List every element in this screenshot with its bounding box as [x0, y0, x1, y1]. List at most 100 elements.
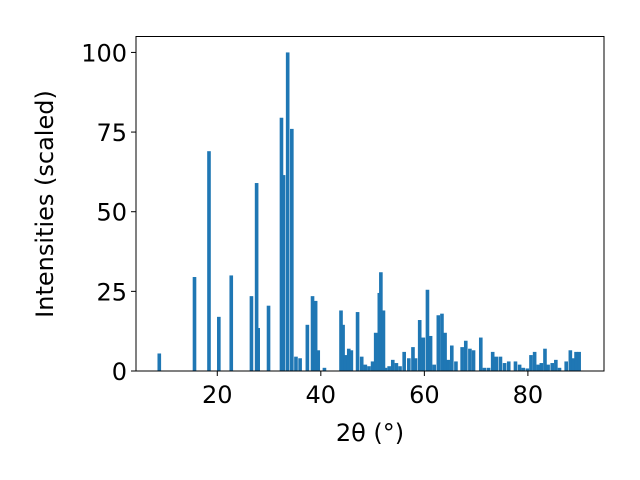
bar — [249, 296, 254, 371]
bar — [207, 151, 211, 371]
bar — [539, 363, 544, 371]
bar — [440, 313, 444, 371]
bar — [436, 315, 441, 371]
y-axis-ticks: 0 25 50 75 100 — [81, 39, 136, 386]
bar — [363, 364, 368, 371]
bar — [355, 312, 360, 371]
bar — [313, 300, 318, 371]
bar — [536, 364, 541, 371]
bar — [402, 351, 406, 371]
bar — [370, 361, 375, 371]
bar — [482, 367, 487, 371]
bar — [192, 277, 197, 371]
y-tick-label: 0 — [112, 358, 127, 386]
bar — [398, 366, 402, 371]
bar — [443, 332, 447, 371]
x-tick-label: 80 — [513, 381, 544, 409]
bar — [394, 363, 399, 371]
bar — [525, 368, 530, 371]
bar — [411, 347, 415, 371]
bar — [428, 335, 433, 371]
bar — [478, 337, 483, 371]
bar — [346, 348, 351, 371]
bar — [564, 361, 569, 371]
bar — [554, 359, 558, 371]
bar — [546, 364, 550, 371]
y-tick-label: 75 — [96, 119, 127, 147]
bar — [343, 355, 348, 371]
bar — [383, 367, 388, 371]
bar — [390, 359, 395, 371]
x-axis-title: 2θ (°) — [336, 419, 404, 447]
x-tick-label: 40 — [306, 381, 337, 409]
bar — [490, 351, 495, 371]
bar — [463, 340, 468, 371]
bar — [359, 356, 364, 371]
bar — [574, 351, 578, 371]
bar — [341, 324, 345, 371]
bar — [256, 327, 260, 371]
bar — [298, 358, 302, 371]
bar — [521, 367, 526, 371]
bar — [157, 353, 162, 371]
bar — [217, 316, 221, 371]
x-tick-label: 60 — [409, 381, 440, 409]
bar — [279, 117, 284, 372]
bar — [568, 350, 573, 371]
bar — [305, 324, 310, 371]
plot-frame — [135, 36, 605, 372]
bar — [381, 310, 386, 371]
bar — [498, 356, 503, 371]
bar — [417, 320, 422, 371]
bar — [532, 351, 537, 371]
bar — [294, 356, 298, 371]
bar — [290, 128, 294, 371]
bar — [367, 366, 371, 371]
y-tick-label: 50 — [96, 199, 127, 227]
bar — [557, 367, 562, 371]
bar — [285, 52, 290, 372]
bar — [502, 363, 507, 371]
bar-series — [157, 52, 581, 372]
bar — [432, 364, 436, 371]
bar — [379, 272, 383, 371]
bar — [281, 175, 286, 371]
bar — [471, 350, 476, 371]
bar — [571, 358, 576, 371]
bar — [413, 358, 418, 371]
bar — [513, 361, 518, 371]
bar — [454, 361, 458, 371]
bar — [349, 350, 354, 371]
bar — [449, 345, 454, 371]
y-tick-label: 100 — [81, 39, 127, 67]
bar — [229, 275, 234, 371]
bar — [322, 367, 327, 371]
x-tick-label: 20 — [202, 381, 233, 409]
bar — [425, 289, 430, 371]
bar — [316, 350, 321, 371]
bar — [506, 361, 511, 371]
bar — [373, 332, 378, 371]
bar — [339, 310, 343, 371]
bar — [468, 348, 472, 371]
bar — [486, 367, 491, 371]
bar — [517, 364, 522, 371]
bar — [460, 347, 464, 371]
bar — [310, 296, 315, 371]
bar — [407, 358, 411, 371]
bar — [550, 363, 555, 371]
bar — [446, 359, 450, 371]
bar — [266, 305, 271, 371]
bar — [494, 356, 499, 371]
y-tick-label: 25 — [96, 278, 127, 306]
bar — [543, 348, 547, 371]
bar — [254, 183, 259, 371]
bar — [577, 351, 581, 371]
bar — [529, 355, 533, 371]
y-axis-title: Intensities (scaled) — [31, 90, 59, 318]
bar — [387, 366, 391, 371]
bar — [421, 337, 426, 371]
x-axis-ticks: 20 40 60 80 — [202, 371, 543, 409]
